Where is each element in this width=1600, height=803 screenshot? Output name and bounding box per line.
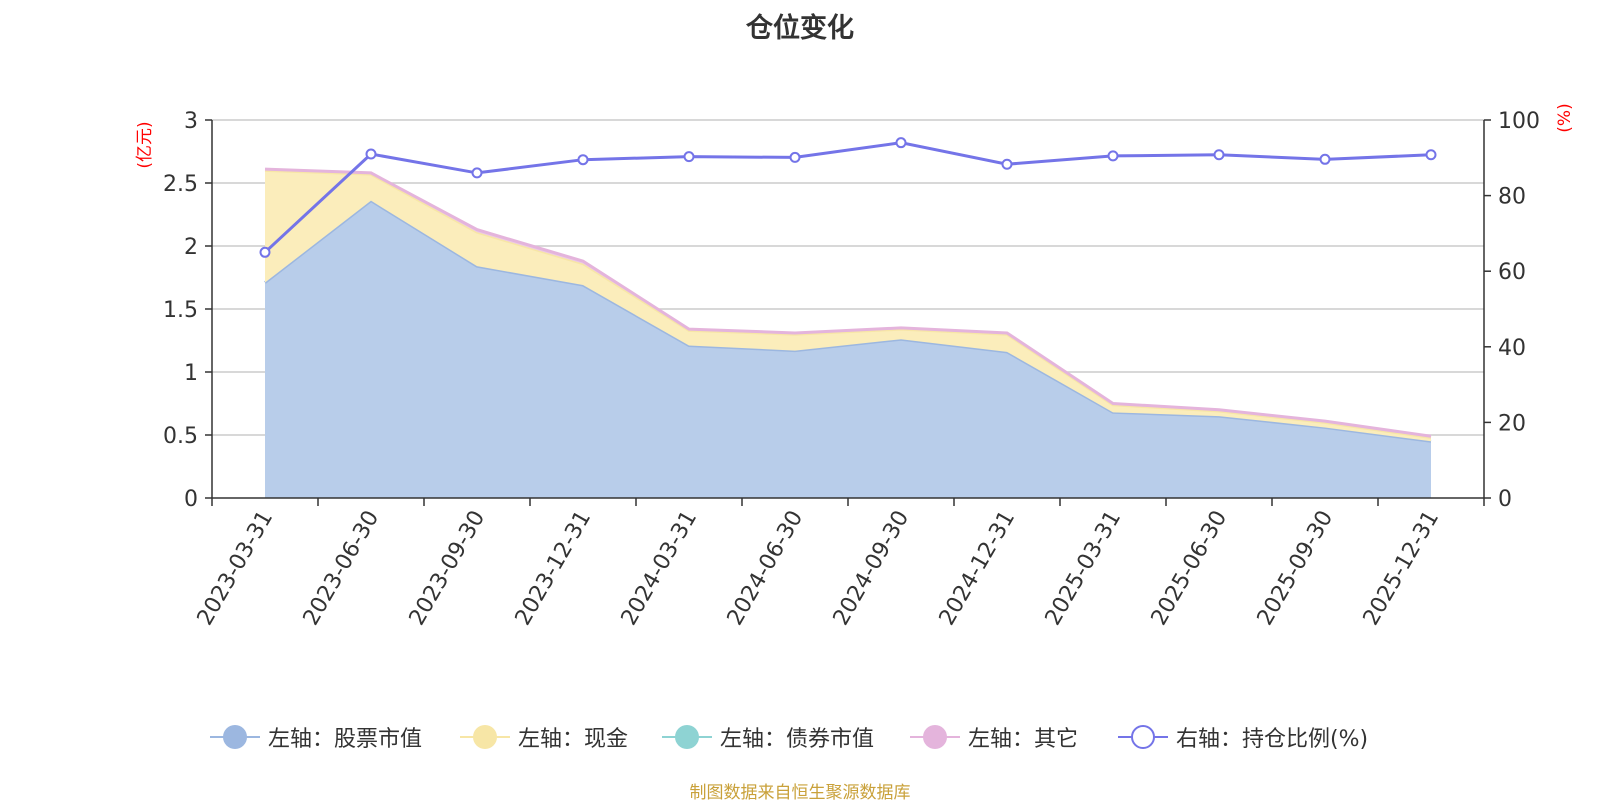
right-axis-label: (%) xyxy=(1555,103,1575,132)
x-axis-tick-label: 2025-09-30 xyxy=(1253,507,1339,630)
x-axis-tick-label: 2024-12-31 xyxy=(935,507,1021,630)
left-axis-tick-label: 2.5 xyxy=(163,172,198,197)
ratio-point xyxy=(1107,150,1119,162)
legend-label: 左轴：股票市值 xyxy=(268,727,423,752)
left-axis-tick-label: 2 xyxy=(184,235,198,260)
right-axis-tick-label: 20 xyxy=(1498,411,1526,436)
ratio-point xyxy=(1425,149,1437,161)
ratio-point xyxy=(1213,149,1225,161)
legend-label: 左轴：其它 xyxy=(968,727,1079,752)
chart-title: 仓位变化 xyxy=(746,13,854,44)
legend-item[interactable]: 左轴：债券市值 xyxy=(662,720,874,754)
ratio-point xyxy=(577,154,589,166)
legend-label: 右轴：持仓比例(%) xyxy=(1176,727,1369,752)
right-axis-tick-label: 100 xyxy=(1498,109,1540,134)
ratio-point xyxy=(1001,158,1013,170)
ratio-point xyxy=(895,137,907,149)
x-axis-tick-label: 2023-03-31 xyxy=(193,507,279,630)
left-axis-label: (亿元) xyxy=(135,121,155,168)
x-axis-tick-label: 2025-03-31 xyxy=(1041,507,1127,630)
legend-item[interactable]: 右轴：持仓比例(%) xyxy=(1118,720,1368,754)
legend-label: 左轴：债券市值 xyxy=(720,727,875,752)
left-axis-tick-label: 3 xyxy=(184,109,198,134)
right-axis-tick-label: 80 xyxy=(1498,185,1526,210)
x-axis-tick-label: 2024-09-30 xyxy=(829,507,915,630)
right-axis-tick-label: 40 xyxy=(1498,336,1526,361)
left-axis-tick-label: 0.5 xyxy=(163,424,198,449)
legend-item[interactable]: 左轴：股票市值 xyxy=(210,720,422,754)
left-axis-tick-label: 1 xyxy=(184,361,198,386)
legend-item[interactable]: 左轴：其它 xyxy=(910,720,1078,754)
ratio-line xyxy=(263,141,1432,254)
ratio-point xyxy=(1319,153,1331,165)
area-edge-4 xyxy=(264,167,1432,438)
legend-symbol xyxy=(662,722,712,752)
ratio-point xyxy=(789,151,801,163)
legend-item[interactable]: 左轴：现金 xyxy=(460,720,628,754)
x-axis-tick-label: 2023-12-31 xyxy=(511,507,597,630)
area-series xyxy=(264,167,1432,498)
x-axis-tick-label: 2023-09-30 xyxy=(405,507,491,630)
ratio-point xyxy=(471,167,483,179)
area-1 xyxy=(265,200,1431,498)
right-axis-tick-label: 60 xyxy=(1498,260,1526,285)
right-axis-tick-label: 0 xyxy=(1498,487,1512,512)
x-axis-tick-label: 2023-06-30 xyxy=(299,507,385,630)
x-axis-tick-label: 2024-03-31 xyxy=(617,507,703,630)
ratio-point xyxy=(683,151,695,163)
x-axis-tick-label: 2024-06-30 xyxy=(723,507,809,630)
legend-symbol xyxy=(460,722,510,752)
legend-label: 左轴：现金 xyxy=(518,727,629,752)
x-axis-tick-label: 2025-06-30 xyxy=(1147,507,1233,630)
legend-symbol xyxy=(910,722,960,752)
ratio-line-series xyxy=(259,137,1437,258)
source-note: 制图数据来自恒生聚源数据库 xyxy=(689,783,911,803)
x-axis-tick-label: 2025-12-31 xyxy=(1359,507,1445,630)
left-axis-tick-label: 1.5 xyxy=(163,298,198,323)
area-2 xyxy=(265,170,1431,442)
left-axis-tick-label: 0 xyxy=(184,487,198,512)
ratio-point xyxy=(259,246,271,258)
legend-symbol xyxy=(1118,722,1168,752)
legend-symbol xyxy=(210,722,260,752)
ratio-point xyxy=(365,148,377,160)
